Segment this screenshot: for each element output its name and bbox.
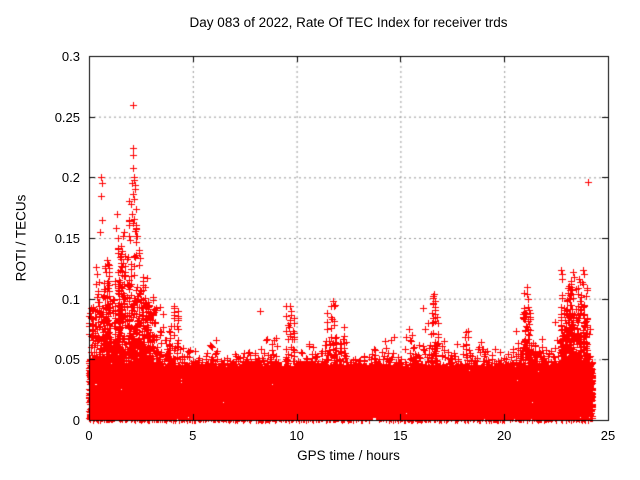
y-tick-label-0.15: 0.15 [54, 231, 80, 246]
y-tick-label-0.25: 0.25 [54, 109, 80, 125]
x-tick-label-20: 20 [496, 428, 512, 443]
x-tick-label-0: 0 [85, 428, 93, 443]
y-tick-label-0.2: 0.2 [61, 170, 80, 186]
x-tick-label-5: 5 [189, 428, 197, 443]
y-tick-label-0.3: 0.3 [61, 49, 80, 64]
y-tick-label-0: 0 [72, 413, 80, 428]
x-tick-label-25: 25 [600, 428, 616, 443]
x-tick-label-10: 10 [289, 428, 304, 443]
y-tick-label-0.05: 0.05 [54, 352, 80, 368]
y-tick-label-0.1: 0.1 [61, 291, 80, 307]
chart-title: Day 083 of 2022, Rate Of TEC Index for r… [189, 15, 508, 30]
x-axis-label: GPS time / hours [297, 448, 400, 463]
x-tick-label-15: 15 [393, 428, 408, 443]
